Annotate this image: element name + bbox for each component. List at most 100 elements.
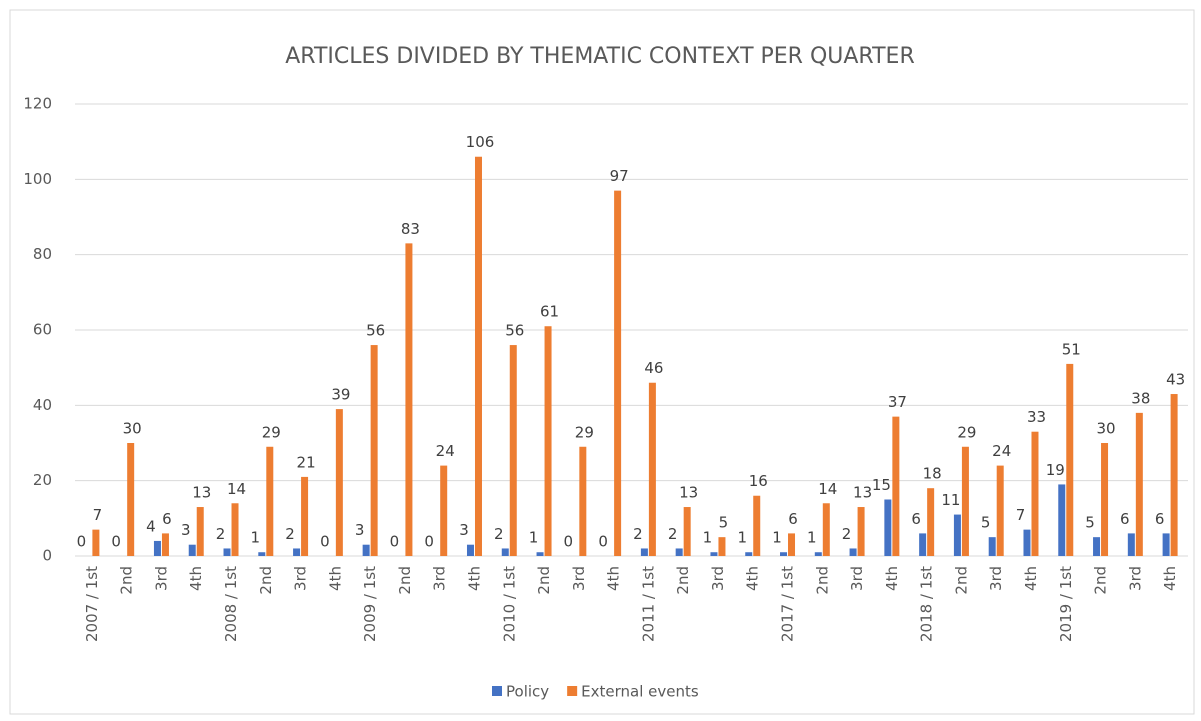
data-label: 2 <box>842 525 852 543</box>
x-tick-label: 2nd <box>396 566 414 595</box>
bar <box>710 552 718 556</box>
bar <box>1031 431 1039 556</box>
data-label: 6 <box>1120 510 1130 528</box>
bar <box>501 548 509 556</box>
bar <box>335 409 343 556</box>
x-tick-label: 3rd <box>431 566 449 591</box>
bar <box>788 533 796 556</box>
data-label: 13 <box>192 484 211 502</box>
data-label: 83 <box>401 220 420 238</box>
data-label: 14 <box>818 480 837 498</box>
data-label: 1 <box>529 529 539 547</box>
data-label: 29 <box>575 423 594 441</box>
data-label: 0 <box>77 533 87 551</box>
x-tick-label: 2nd <box>813 566 831 595</box>
bar <box>884 499 892 556</box>
y-tick-label: 100 <box>23 170 52 188</box>
data-label: 24 <box>436 442 455 460</box>
x-tick-label: 3rd <box>570 566 588 591</box>
data-label: 24 <box>992 442 1011 460</box>
bar <box>544 326 552 556</box>
x-tick-label: 2009 / 1st <box>361 566 379 642</box>
x-tick-label: 4th <box>1161 566 1179 591</box>
x-tick-label: 3rd <box>292 566 310 591</box>
x-tick-label: 4th <box>744 566 762 591</box>
data-label: 37 <box>888 393 907 411</box>
bar <box>258 552 266 556</box>
bar <box>1162 533 1170 556</box>
data-label: 43 <box>1166 371 1185 389</box>
x-tick-label: 2010 / 1st <box>500 566 518 642</box>
bar <box>753 495 761 556</box>
data-label: 1 <box>772 529 782 547</box>
data-label: 13 <box>679 484 698 502</box>
data-label: 7 <box>1016 506 1026 524</box>
bar <box>301 476 309 556</box>
x-tick-label: 2017 / 1st <box>779 566 797 642</box>
x-tick-label: 2nd <box>257 566 275 595</box>
x-tick-label: 3rd <box>709 566 727 591</box>
x-tick-label: 3rd <box>987 566 1005 591</box>
data-label: 0 <box>564 533 574 551</box>
y-tick-label: 80 <box>33 245 52 263</box>
bar <box>405 243 413 556</box>
bar <box>919 533 927 556</box>
bar <box>92 529 100 556</box>
bar <box>1127 533 1135 556</box>
bar <box>1101 443 1109 556</box>
data-label: 15 <box>872 476 891 494</box>
data-label: 2 <box>668 525 678 543</box>
bar <box>1066 363 1074 556</box>
data-label: 2 <box>216 525 226 543</box>
data-label: 106 <box>466 133 495 151</box>
x-tick-label: 2nd <box>952 566 970 595</box>
data-label: 3 <box>459 521 469 539</box>
data-label: 0 <box>390 533 400 551</box>
bar <box>466 544 474 556</box>
x-tick-label: 4th <box>1022 566 1040 591</box>
bar <box>362 544 370 556</box>
data-label: 1 <box>251 529 261 547</box>
x-tick-label: 2011 / 1st <box>639 566 657 642</box>
data-label: 6 <box>911 510 921 528</box>
y-tick-label: 20 <box>33 471 52 489</box>
data-label: 11 <box>941 491 960 509</box>
bar <box>675 548 683 556</box>
x-tick-label: 3rd <box>848 566 866 591</box>
chart-title: ARTICLES DIVIDED BY THEMATIC CONTEXT PER… <box>285 44 915 69</box>
data-label: 29 <box>957 423 976 441</box>
bar <box>1023 529 1031 556</box>
bar <box>927 488 935 556</box>
bar <box>988 537 996 556</box>
y-tick-label: 40 <box>33 396 52 414</box>
data-label: 30 <box>1097 420 1116 438</box>
x-tick-label: 2nd <box>1092 566 1110 595</box>
bar <box>1170 394 1178 556</box>
data-label: 56 <box>366 322 385 340</box>
bar <box>1093 537 1101 556</box>
bar <box>188 544 196 556</box>
bar <box>745 552 753 556</box>
bar <box>223 548 231 556</box>
data-label: 39 <box>331 386 350 404</box>
bar <box>718 537 726 556</box>
data-label: 97 <box>610 167 629 185</box>
bar <box>474 156 482 556</box>
bar <box>614 190 622 556</box>
bar <box>849 548 857 556</box>
data-label: 7 <box>93 506 103 524</box>
bar <box>640 548 648 556</box>
legend-swatch <box>567 686 578 696</box>
bar <box>1135 412 1143 556</box>
data-label: 0 <box>598 533 608 551</box>
bar <box>961 446 969 556</box>
data-label: 14 <box>227 480 246 498</box>
data-label: 3 <box>181 521 191 539</box>
data-label: 6 <box>162 510 172 528</box>
data-label: 16 <box>749 472 768 490</box>
bar <box>127 443 135 556</box>
x-tick-label: 3rd <box>1126 566 1144 591</box>
data-label: 61 <box>540 303 559 321</box>
bar <box>814 552 822 556</box>
x-tick-label: 3rd <box>152 566 170 591</box>
